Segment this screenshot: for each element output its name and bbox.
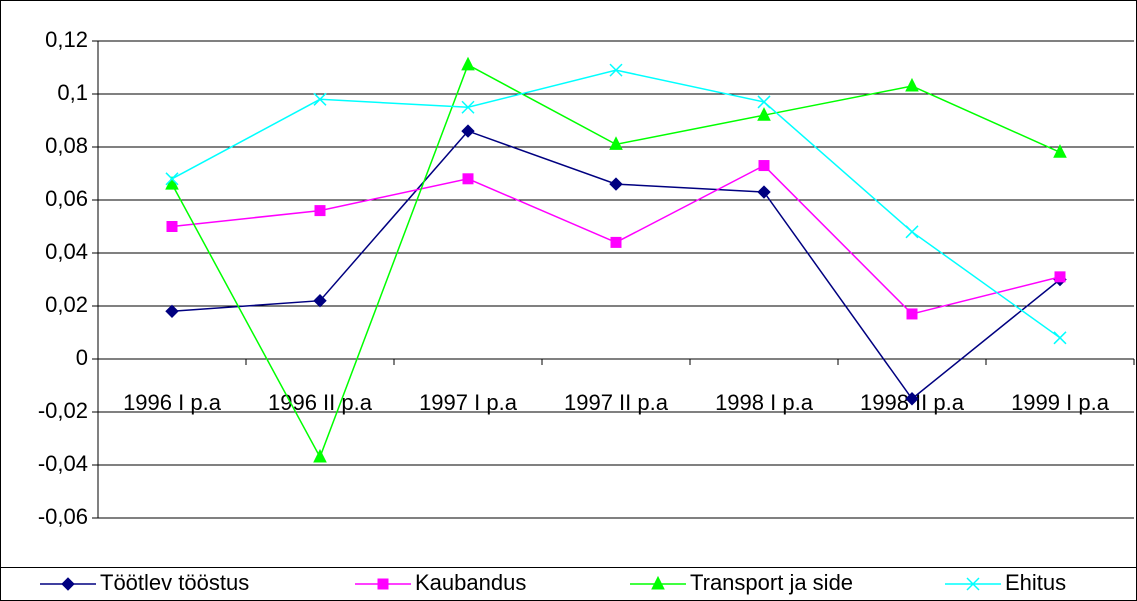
marker: [165, 172, 179, 186]
marker: [165, 175, 179, 190]
y-tick-label: -0,04: [38, 451, 88, 476]
marker: [609, 177, 623, 191]
legend-marker: [651, 575, 665, 590]
marker: [313, 92, 327, 106]
legend-label: Ehitus: [1005, 570, 1066, 595]
marker: [905, 225, 919, 239]
y-tick-label: 0,02: [45, 292, 88, 317]
marker: [313, 293, 327, 308]
legend-marker: [966, 577, 980, 591]
marker: [610, 236, 622, 248]
marker: [757, 185, 771, 199]
x-tick-label: 1998 I p.a: [715, 390, 814, 415]
y-tick-label: 0,12: [45, 27, 88, 52]
x-tick-label: 1997 I p.a: [419, 390, 518, 415]
y-tick-label: 0,08: [45, 133, 88, 158]
legend-marker: [377, 578, 389, 590]
x-tick-label: 1996 II p.a: [268, 390, 373, 415]
legend-marker: [61, 577, 75, 591]
marker: [609, 63, 623, 77]
y-tick-label: 0,04: [45, 239, 88, 264]
marker: [461, 56, 475, 71]
marker: [905, 392, 919, 406]
marker: [757, 95, 771, 109]
marker: [314, 205, 326, 217]
x-tick-label: 1996 I p.a: [123, 390, 222, 415]
marker: [758, 160, 770, 172]
x-tick-label: 1999 I p.a: [1011, 390, 1110, 415]
marker: [166, 221, 178, 232]
y-tick-label: 0: [76, 345, 88, 370]
legend-label: Töötlev tööstus: [100, 570, 249, 595]
marker: [462, 173, 474, 185]
marker: [905, 77, 919, 92]
marker: [906, 308, 918, 320]
x-tick-label: 1997 II p.a: [564, 390, 669, 415]
marker: [1054, 271, 1066, 283]
y-tick-label: 0,06: [45, 186, 88, 211]
marker: [1053, 331, 1067, 345]
marker: [461, 100, 475, 114]
marker: [1053, 144, 1067, 158]
marker: [165, 304, 179, 319]
legend-label: Transport ja side: [690, 570, 853, 595]
marker: [609, 136, 623, 150]
marker: [313, 448, 327, 463]
y-tick-label: -0,06: [38, 504, 88, 529]
legend-label: Kaubandus: [415, 570, 526, 595]
y-tick-label: 0,1: [57, 80, 88, 105]
marker: [757, 107, 771, 121]
marker: [461, 124, 475, 138]
y-tick-label: -0,02: [38, 398, 88, 423]
